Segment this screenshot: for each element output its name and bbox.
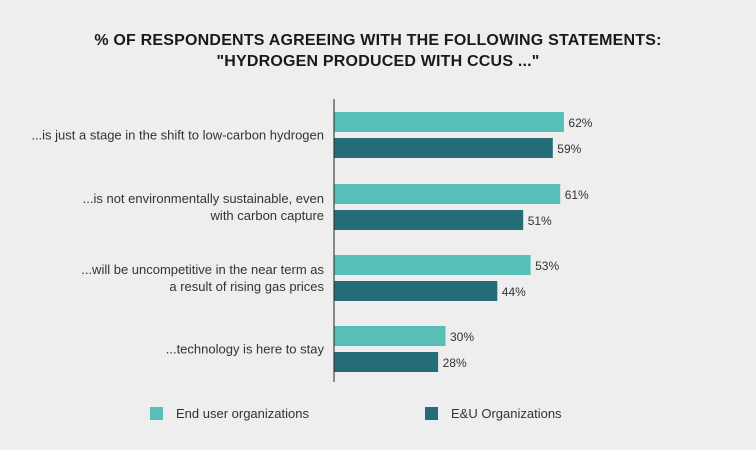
- category-label-1-line-1: with carbon capture: [210, 208, 324, 223]
- bar-eu-org-1: [334, 210, 524, 230]
- labels-group: 62% 59% ...is just a stage in the shift to…: [31, 116, 592, 370]
- bar-chart: 62% 59% ...is just a stage in the shift to…: [31, 99, 593, 382]
- category-label-2-line-1: a result of rising gas prices: [169, 279, 324, 294]
- legend-swatch-eu-org: [425, 407, 438, 420]
- bar-end-user-0: [334, 112, 564, 132]
- value-label-end-user-0: 62%: [568, 116, 592, 130]
- bar-eu-org-0: [334, 138, 553, 158]
- value-label-end-user-2: 53%: [535, 259, 559, 273]
- bars-group: [334, 112, 564, 372]
- category-label-3-line-0: ...technology is here to stay: [166, 342, 325, 357]
- value-label-eu-org-1: 51%: [528, 214, 552, 228]
- legend-item-end-user: End user organizations: [150, 406, 309, 421]
- bar-end-user-1: [334, 184, 561, 204]
- category-label-2-line-0: ...will be uncompetitive in the near ter…: [81, 262, 324, 277]
- legend-label-eu-org: E&U Organizations: [451, 406, 562, 421]
- category-label-0-line-0: ...is just a stage in the shift to low-c…: [31, 128, 324, 143]
- value-label-eu-org-0: 59%: [557, 142, 581, 156]
- legend-swatch-end-user: [150, 407, 163, 420]
- chart-title: % OF RESPONDENTS AGREEING WITH THE FOLLO…: [0, 30, 756, 72]
- value-label-eu-org-3: 28%: [443, 356, 467, 370]
- legend: End user organizations E&U Organizations: [0, 406, 756, 426]
- value-label-end-user-3: 30%: [450, 330, 474, 344]
- bar-eu-org-2: [334, 281, 498, 301]
- chart-title-line-2: "HYDROGEN PRODUCED WITH CCUS ...": [216, 53, 540, 70]
- legend-item-eu-org: E&U Organizations: [425, 406, 562, 421]
- legend-label-end-user: End user organizations: [176, 406, 309, 421]
- value-label-end-user-1: 61%: [565, 188, 589, 202]
- bar-end-user-2: [334, 255, 531, 275]
- chart-title-line-1: % OF RESPONDENTS AGREEING WITH THE FOLLO…: [94, 32, 662, 49]
- value-label-eu-org-2: 44%: [502, 285, 526, 299]
- bar-eu-org-3: [334, 352, 439, 372]
- bar-end-user-3: [334, 326, 446, 346]
- category-label-1-line-0: ...is not environmentally sustainable, e…: [83, 191, 324, 206]
